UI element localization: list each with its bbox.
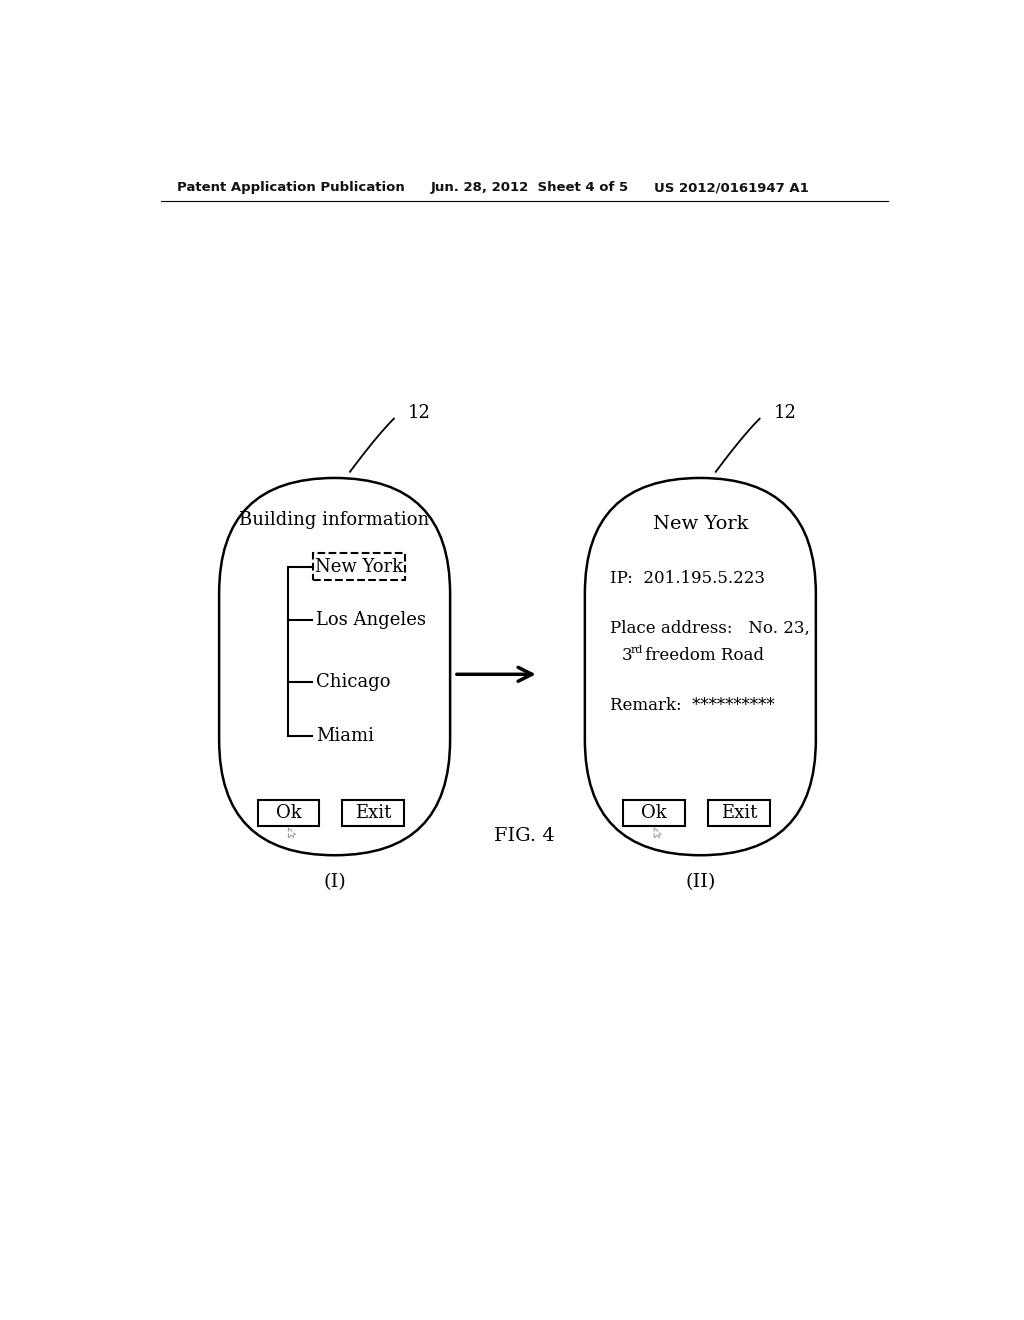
FancyBboxPatch shape <box>585 478 816 855</box>
Text: Ok: Ok <box>275 804 301 822</box>
Text: Ok: Ok <box>641 804 667 822</box>
Polygon shape <box>654 828 662 838</box>
Text: Patent Application Publication: Patent Application Publication <box>177 181 404 194</box>
Text: Miami: Miami <box>316 727 374 744</box>
Bar <box>313 553 406 579</box>
Text: freedom Road: freedom Road <box>640 647 764 664</box>
Text: 3: 3 <box>622 647 633 664</box>
Text: Los Angeles: Los Angeles <box>316 611 426 630</box>
Text: FIG. 4: FIG. 4 <box>495 828 555 845</box>
FancyBboxPatch shape <box>219 478 451 855</box>
Text: (II): (II) <box>685 874 716 891</box>
Text: rd: rd <box>631 644 643 655</box>
Bar <box>258 800 319 826</box>
Text: (I): (I) <box>324 874 346 891</box>
Text: Exit: Exit <box>721 804 757 822</box>
Text: Building information: Building information <box>240 511 430 529</box>
Polygon shape <box>289 828 295 838</box>
Text: US 2012/0161947 A1: US 2012/0161947 A1 <box>654 181 809 194</box>
Text: 12: 12 <box>773 404 797 421</box>
Bar <box>624 800 685 826</box>
Bar <box>342 800 403 826</box>
Text: Exit: Exit <box>355 804 391 822</box>
Text: New York: New York <box>652 515 749 533</box>
Text: Place address:   No. 23,: Place address: No. 23, <box>609 619 809 636</box>
Text: New York: New York <box>315 557 403 576</box>
Text: Remark:  **********: Remark: ********** <box>609 697 774 714</box>
Bar <box>708 800 770 826</box>
Text: Chicago: Chicago <box>316 673 390 690</box>
Text: IP:  201.195.5.223: IP: 201.195.5.223 <box>609 569 765 586</box>
Text: Jun. 28, 2012  Sheet 4 of 5: Jun. 28, 2012 Sheet 4 of 5 <box>431 181 629 194</box>
Text: 12: 12 <box>408 404 431 421</box>
